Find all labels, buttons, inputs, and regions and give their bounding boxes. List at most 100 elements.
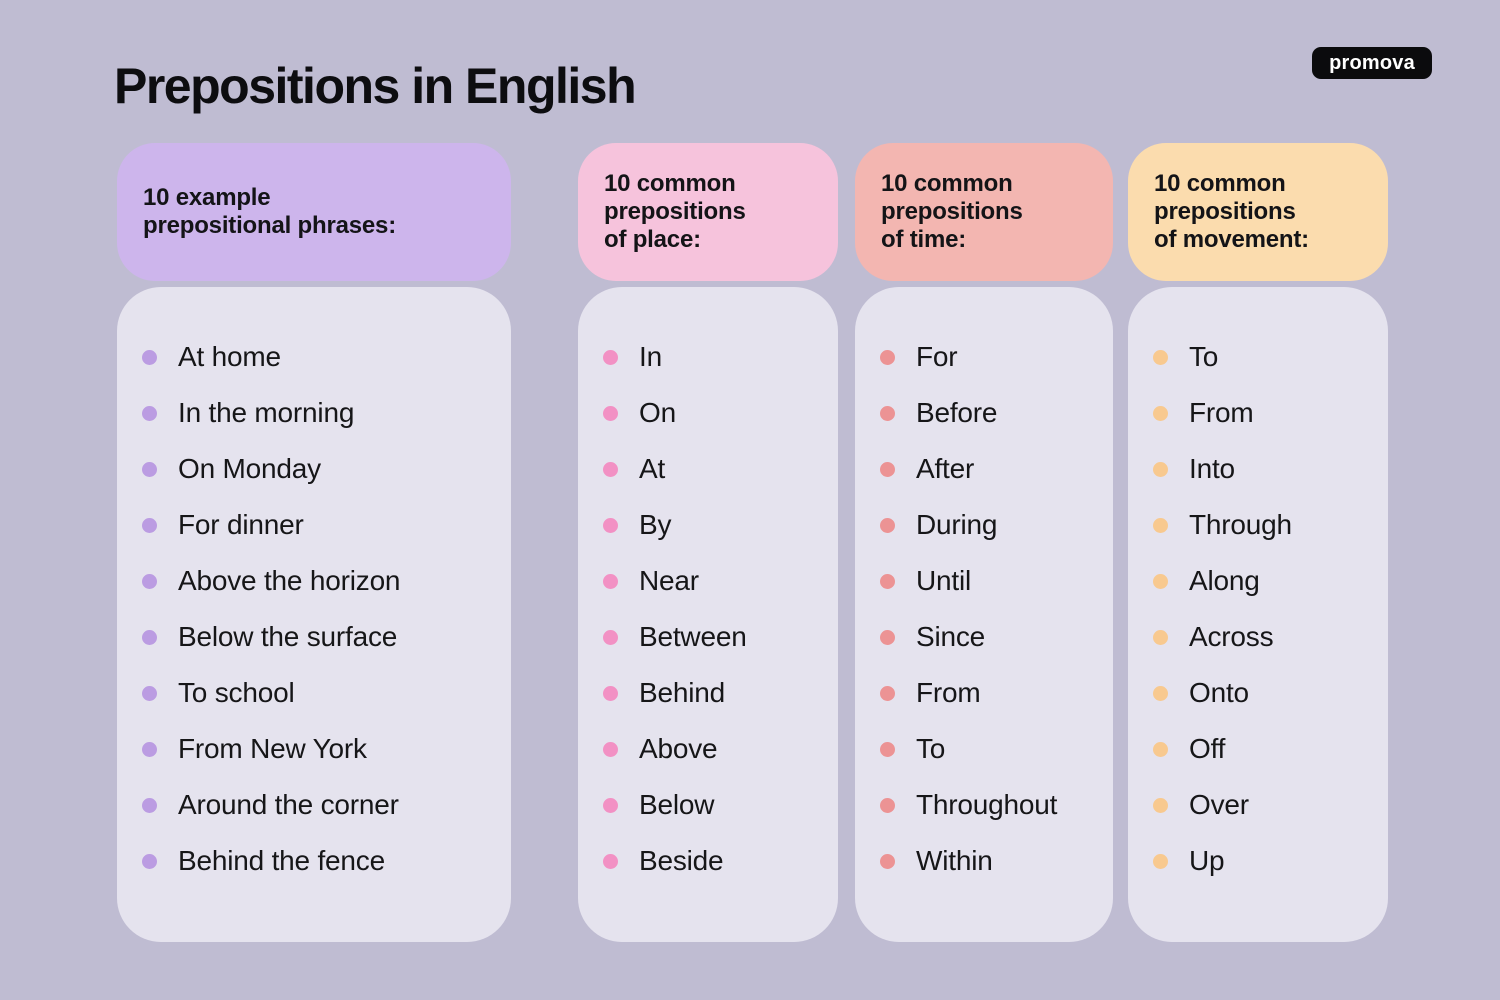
list-item-label: Until [916, 565, 972, 596]
bullet-icon [1153, 853, 1168, 869]
list-item-label: Within [916, 845, 993, 876]
list-item-label: From [1189, 397, 1254, 428]
column-1: 10 example prepositional phrases: At hom… [117, 143, 511, 942]
list-item: Until [855, 553, 1113, 609]
bullet-icon [880, 349, 895, 365]
bullet-icon [880, 461, 895, 477]
page-title: Prepositions in English [114, 58, 637, 114]
list-item-label: To school [178, 677, 295, 708]
list-item: Up [1128, 833, 1388, 889]
column-3: 10 common prepositions of time: For Befor… [855, 143, 1113, 942]
bullet-icon [880, 797, 895, 813]
bullet-icon [1153, 461, 1168, 477]
list-item-label: Below [639, 789, 715, 820]
list-item: On Monday [117, 441, 511, 497]
list-item-label: In the morning [178, 397, 355, 428]
bullet-icon [142, 405, 157, 421]
bullet-icon [880, 573, 895, 589]
bullet-icon [142, 797, 157, 813]
list-item: From [855, 665, 1113, 721]
list-item: Below the surface [117, 609, 511, 665]
list-item: Around the corner [117, 777, 511, 833]
list-item: After [855, 441, 1113, 497]
column-body-card: To From Into Through Along Across Onto Off Over U… [1128, 287, 1388, 942]
bullet-icon [880, 517, 895, 533]
list-item-label: Onto [1189, 677, 1249, 708]
list-item: To school [117, 665, 511, 721]
column-header-2: 10 common prepositions of place: [578, 143, 838, 281]
list-item-label: To [916, 733, 946, 764]
list-item: Beside [578, 833, 838, 889]
bullet-icon [880, 629, 895, 645]
bullet-icon [1153, 797, 1168, 813]
preposition-list: To From Into Through Along Across Onto Off Over U… [1128, 329, 1388, 889]
list-item: Below [578, 777, 838, 833]
column-header-3: 10 common prepositions of time: [855, 143, 1113, 281]
bullet-icon [142, 461, 157, 477]
list-item-label: Through [1189, 509, 1292, 540]
list-item: For dinner [117, 497, 511, 553]
preposition-list: In On At By Near Between Behind Above Below Besid… [578, 329, 838, 889]
list-item-label: Before [916, 397, 998, 428]
bullet-icon [603, 573, 618, 589]
list-item: Onto [1128, 665, 1388, 721]
bullet-icon [603, 853, 618, 869]
bullet-icon [1153, 741, 1168, 757]
column-header-label: 10 common prepositions of place: [604, 170, 746, 253]
bullet-icon [880, 741, 895, 757]
list-item-label: Between [639, 621, 747, 652]
bullet-icon [603, 629, 618, 645]
column-header-1: 10 example prepositional phrases: [117, 143, 511, 281]
list-item-label: Behind [639, 677, 725, 708]
list-item: Along [1128, 553, 1388, 609]
list-item: From New York [117, 721, 511, 777]
list-item-label: Throughout [916, 789, 1058, 820]
list-item: In [578, 329, 838, 385]
list-item: Behind [578, 665, 838, 721]
bullet-icon [142, 349, 157, 365]
list-item-label: On [639, 397, 676, 428]
list-item: Throughout [855, 777, 1113, 833]
list-item: For [855, 329, 1113, 385]
list-item-label: Into [1189, 453, 1235, 484]
list-item-label: At home [178, 341, 281, 372]
column-2: 10 common prepositions of place: In On At B… [578, 143, 838, 942]
list-item: Through [1128, 497, 1388, 553]
list-item-label: Across [1189, 621, 1274, 652]
list-item-label: Around the corner [178, 789, 399, 820]
bullet-icon [142, 741, 157, 757]
bullet-icon [142, 853, 157, 869]
list-item: To [855, 721, 1113, 777]
list-item: Off [1128, 721, 1388, 777]
bullet-icon [880, 685, 895, 701]
promova-logo: promova [1312, 47, 1432, 79]
bullet-icon [603, 405, 618, 421]
column-body-card: For Before After During Until Since From To Thro… [855, 287, 1113, 942]
list-item: From [1128, 385, 1388, 441]
column-header-4: 10 common prepositions of movement: [1128, 143, 1388, 281]
bullet-icon [1153, 405, 1168, 421]
list-item-label: Above the horizon [178, 565, 401, 596]
bullet-icon [1153, 573, 1168, 589]
list-item-label: Beside [639, 845, 724, 876]
list-item-label: Above [639, 733, 718, 764]
bullet-icon [603, 741, 618, 757]
bullet-icon [142, 573, 157, 589]
list-item: Near [578, 553, 838, 609]
list-item-label: For [916, 341, 958, 372]
list-item: Above [578, 721, 838, 777]
bullet-icon [1153, 629, 1168, 645]
preposition-list: At home In the morning On Monday For dinner… [117, 329, 511, 889]
bullet-icon [880, 405, 895, 421]
bullet-icon [603, 797, 618, 813]
list-item-label: After [916, 453, 975, 484]
list-item-label: Below the surface [178, 621, 398, 652]
list-item: On [578, 385, 838, 441]
bullet-icon [142, 629, 157, 645]
list-item-label: From [916, 677, 981, 708]
list-item-label: Over [1189, 789, 1249, 820]
list-item: Over [1128, 777, 1388, 833]
list-item: Across [1128, 609, 1388, 665]
bullet-icon [603, 685, 618, 701]
bullet-icon [603, 461, 618, 477]
